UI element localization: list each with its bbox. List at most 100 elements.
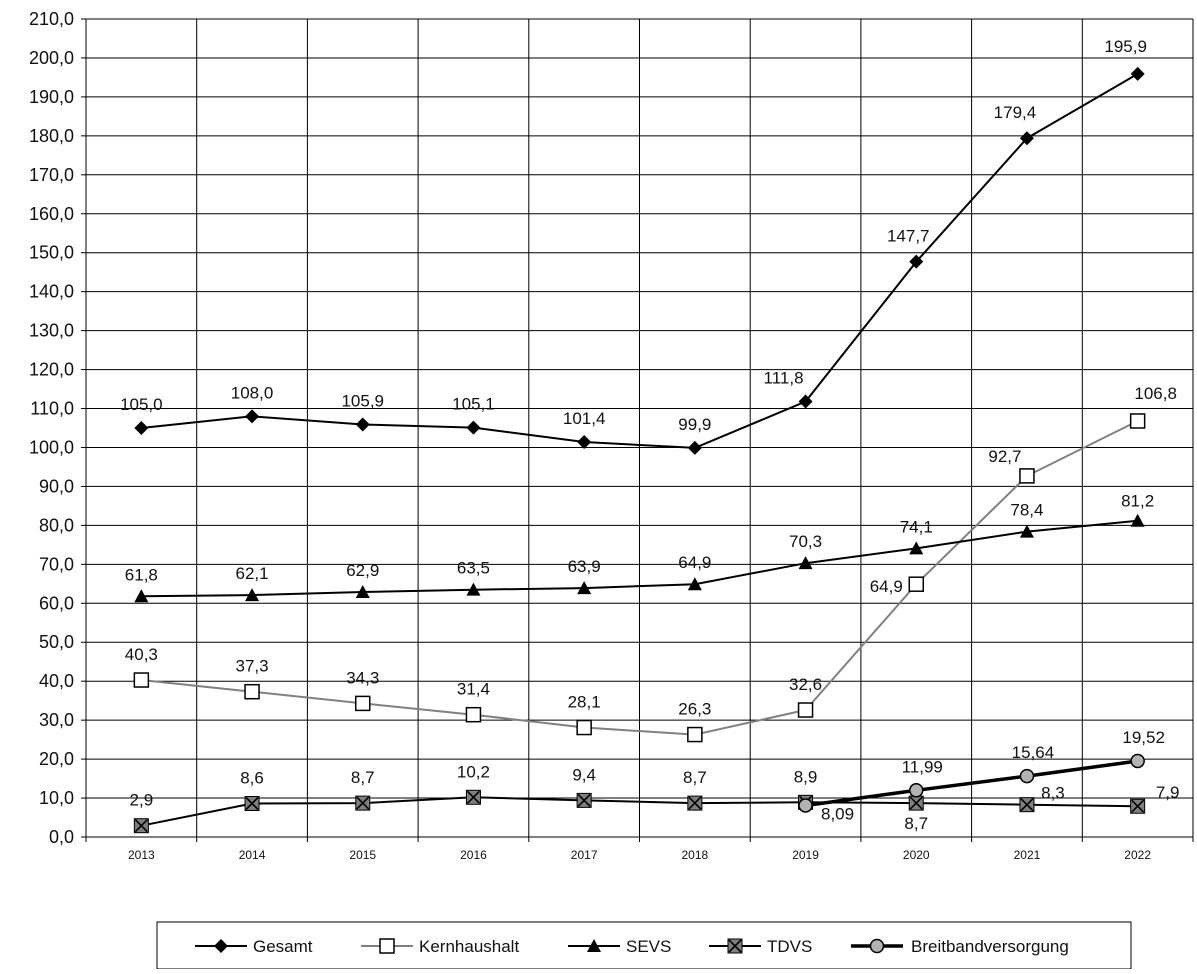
data-label-kernhaushalt: 28,1 — [568, 693, 601, 712]
data-label-sevs: 63,9 — [568, 557, 601, 576]
data-label-gesamt: 101,4 — [563, 409, 606, 428]
marker-gesamt — [466, 420, 481, 435]
marker-sevs — [355, 584, 370, 598]
y-tick-label: 110,0 — [30, 399, 74, 419]
x-tick-label: 2021 — [1014, 848, 1041, 862]
legend-entry-kernhaushalt: Kernhaushalt — [361, 937, 519, 956]
grid — [81, 18, 1194, 842]
y-tick-label: 140,0 — [29, 282, 74, 302]
data-label-sevs: 64,9 — [678, 553, 711, 572]
marker-gesamt — [798, 394, 813, 409]
y-tick-label: 100,0 — [29, 437, 74, 457]
marker-kernhaushalt — [133, 672, 150, 688]
marker-tdvs — [465, 789, 481, 805]
series-line-tdvs — [141, 796, 1138, 827]
data-label-sevs: 62,9 — [346, 561, 379, 580]
legend-label: TDVS — [767, 937, 812, 956]
data-label-tdvs: 2,9 — [130, 791, 154, 810]
legend-entry-gesamt: Gesamt — [195, 937, 313, 956]
marker-breitbandversorgung — [1130, 753, 1145, 769]
marker-kernhaushalt — [1019, 468, 1035, 484]
x-tick-label: 2018 — [681, 848, 708, 862]
y-tick-label: 160,0 — [29, 204, 74, 224]
marker-gesamt — [1019, 131, 1034, 146]
data-label-kernhaushalt: 106,8 — [1134, 384, 1177, 403]
marker-tdvs — [133, 818, 149, 834]
y-tick-label: 200,0 — [29, 48, 74, 68]
y-axis-ticks: 0,0 10,0 20,0 30,0 40,0 50,0 60,0 70,0 80,0 90,0 1… — [29, 9, 74, 847]
marker-kernhaushalt — [355, 695, 371, 712]
data-label-tdvs: 8,7 — [683, 768, 707, 787]
data-label-gesamt: 147,7 — [887, 227, 930, 246]
y-tick-label: 180,0 — [29, 126, 74, 146]
marker-tdvs — [1130, 798, 1146, 814]
series-line-gesamt — [141, 73, 1139, 449]
y-tick-label: 90,0 — [39, 476, 74, 496]
y-tick-label: 20,0 — [39, 749, 74, 769]
x-tick-label: 2014 — [239, 848, 266, 862]
x-tick-label: 2020 — [903, 848, 930, 862]
marker-gesamt — [355, 417, 370, 432]
series-line-sevs — [141, 519, 1138, 598]
legend-entry-tdvs: TDVS — [709, 937, 812, 956]
legend-marker-sevs — [587, 939, 601, 952]
data-label-breitbandversorgung: 8,09 — [821, 804, 854, 823]
data-label-kernhaushalt: 37,3 — [236, 657, 269, 676]
y-tick-label: 40,0 — [39, 671, 74, 691]
data-label-tdvs: 10,2 — [457, 762, 490, 781]
data-label-kernhaushalt: 31,4 — [457, 680, 490, 699]
marker-gesamt — [909, 254, 924, 269]
data-label-kernhaushalt: 64,9 — [870, 577, 903, 596]
marker-tdvs — [576, 792, 592, 808]
legend-entry-sevs: SEVS — [568, 937, 671, 956]
marker-breitbandversorgung — [798, 798, 813, 813]
data-label-gesamt: 105,0 — [120, 395, 163, 414]
marker-tdvs — [244, 796, 260, 812]
y-tick-label: 60,0 — [39, 593, 74, 613]
y-tick-label: 150,0 — [29, 243, 74, 263]
data-label-tdvs: 8,7 — [904, 814, 928, 833]
marker-sevs — [245, 588, 260, 602]
marker-sevs — [798, 556, 813, 570]
marker-kernhaushalt — [576, 719, 592, 736]
data-label-kernhaushalt: 34,3 — [346, 668, 379, 687]
x-tick-label: 2019 — [792, 848, 819, 862]
marker-gesamt — [577, 435, 592, 450]
legend-label: Breitbandversorgung — [911, 937, 1069, 956]
legend-label: SEVS — [626, 937, 671, 956]
legend-marker-breitbandversorgung — [869, 938, 885, 954]
data-label-gesamt: 105,1 — [452, 395, 495, 414]
x-tick-label: 2016 — [460, 848, 487, 862]
data-label-tdvs: 8,3 — [1041, 784, 1065, 803]
data-label-sevs: 81,2 — [1121, 492, 1154, 511]
marker-sevs — [577, 581, 592, 595]
data-label-breitbandversorgung: 15,64 — [1012, 743, 1055, 762]
data-label-sevs: 78,4 — [1010, 501, 1043, 520]
series-markers — [133, 66, 1146, 834]
data-label-tdvs: 8,6 — [240, 769, 264, 788]
marker-tdvs — [355, 795, 371, 811]
marker-kernhaushalt — [244, 683, 260, 700]
data-label-sevs: 70,3 — [789, 532, 822, 551]
x-axis-ticks: 2013 2014 2015 2016 2017 2018 2019 2020 2021 2022 — [128, 848, 1151, 862]
marker-breitbandversorgung — [909, 783, 924, 798]
marker-sevs — [687, 577, 702, 591]
y-tick-label: 210,0 — [29, 9, 74, 29]
x-tick-label: 2013 — [128, 848, 155, 862]
marker-breitbandversorgung — [1019, 768, 1035, 784]
marker-sevs — [909, 541, 924, 555]
data-label-kernhaushalt: 26,3 — [678, 700, 711, 719]
x-tick-label: 2017 — [571, 848, 598, 862]
legend-marker-gesamt — [214, 939, 228, 953]
marker-kernhaushalt — [908, 576, 924, 592]
data-label-tdvs: 7,9 — [1156, 783, 1180, 802]
x-tick-label: 2022 — [1124, 848, 1151, 862]
marker-kernhaushalt — [465, 706, 482, 723]
legend-label: Kernhaushalt — [419, 937, 519, 956]
data-label-sevs: 63,5 — [457, 559, 490, 578]
y-tick-label: 190,0 — [29, 87, 74, 107]
x-tick-label: 2015 — [349, 848, 376, 862]
y-tick-label: 170,0 — [29, 165, 74, 185]
marker-kernhaushalt — [797, 702, 814, 718]
